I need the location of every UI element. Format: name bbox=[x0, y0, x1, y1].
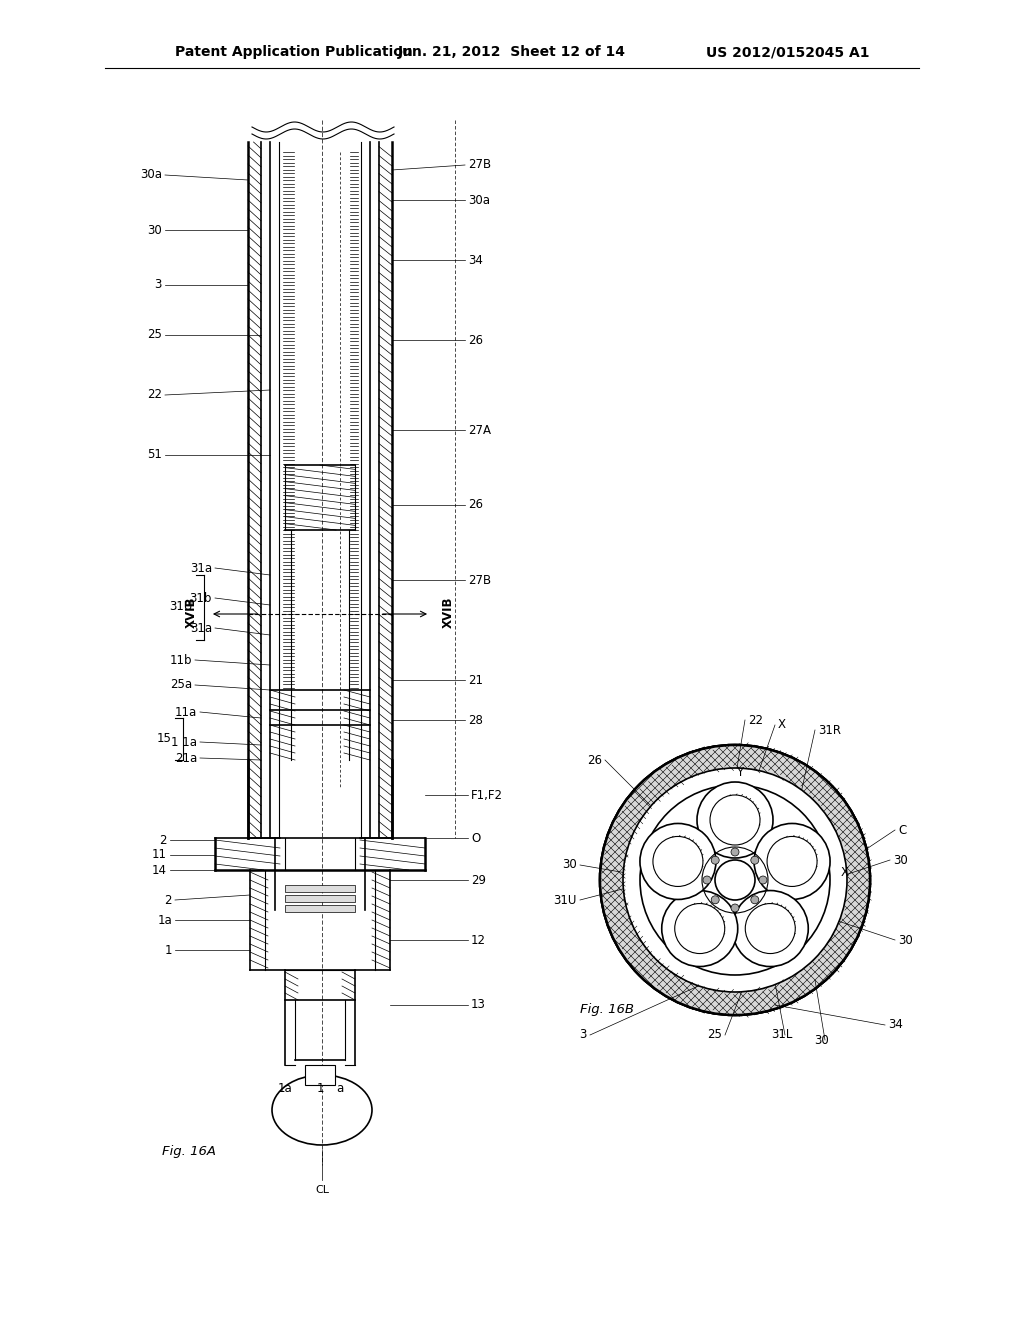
Text: Fig. 16A: Fig. 16A bbox=[162, 1146, 216, 1159]
Circle shape bbox=[751, 857, 759, 865]
Text: 1a: 1a bbox=[278, 1081, 293, 1094]
Text: X: X bbox=[841, 866, 849, 879]
Text: 31U: 31U bbox=[554, 894, 577, 907]
Text: Patent Application Publication: Patent Application Publication bbox=[175, 45, 413, 59]
Text: 29: 29 bbox=[471, 874, 486, 887]
Text: 31R: 31R bbox=[818, 723, 841, 737]
Circle shape bbox=[732, 891, 808, 966]
Text: 27B: 27B bbox=[468, 573, 492, 586]
Text: 21: 21 bbox=[468, 673, 483, 686]
Text: 34: 34 bbox=[888, 1019, 903, 1031]
Text: 14: 14 bbox=[152, 863, 167, 876]
Text: 30: 30 bbox=[147, 223, 162, 236]
Text: 11a: 11a bbox=[175, 705, 197, 718]
Text: 15: 15 bbox=[157, 733, 172, 746]
Bar bbox=[305, 1065, 335, 1085]
Circle shape bbox=[662, 891, 737, 966]
Text: 25: 25 bbox=[147, 329, 162, 342]
Text: 2: 2 bbox=[160, 833, 167, 846]
Circle shape bbox=[782, 851, 802, 871]
Circle shape bbox=[710, 795, 760, 845]
Text: 26: 26 bbox=[468, 499, 483, 511]
Text: 30: 30 bbox=[898, 933, 912, 946]
Text: C: C bbox=[898, 824, 906, 837]
Text: XVIB: XVIB bbox=[185, 597, 198, 628]
Text: 2: 2 bbox=[165, 894, 172, 907]
Text: 51: 51 bbox=[147, 449, 162, 462]
Circle shape bbox=[668, 851, 688, 871]
Circle shape bbox=[712, 857, 719, 865]
Text: 34: 34 bbox=[468, 253, 483, 267]
Circle shape bbox=[703, 876, 711, 884]
Text: 1 1a: 1 1a bbox=[171, 735, 197, 748]
Text: US 2012/0152045 A1: US 2012/0152045 A1 bbox=[707, 45, 870, 59]
Circle shape bbox=[675, 904, 725, 953]
Text: 30a: 30a bbox=[468, 194, 490, 206]
Text: Jun. 21, 2012  Sheet 12 of 14: Jun. 21, 2012 Sheet 12 of 14 bbox=[398, 45, 626, 59]
Bar bbox=[285, 906, 355, 912]
Text: XVIB: XVIB bbox=[442, 597, 455, 628]
Text: 26: 26 bbox=[587, 754, 602, 767]
Circle shape bbox=[623, 768, 847, 993]
Text: Fig. 16B: Fig. 16B bbox=[580, 1003, 634, 1016]
Text: Y: Y bbox=[736, 767, 743, 780]
Text: 30a: 30a bbox=[140, 169, 162, 181]
Circle shape bbox=[725, 810, 745, 830]
Text: 22: 22 bbox=[748, 714, 763, 726]
Text: 31b: 31b bbox=[189, 591, 212, 605]
Text: 21a: 21a bbox=[175, 751, 197, 764]
Text: 27A: 27A bbox=[468, 424, 490, 437]
Text: X: X bbox=[778, 718, 786, 731]
Circle shape bbox=[745, 904, 796, 953]
Circle shape bbox=[712, 896, 719, 904]
Circle shape bbox=[767, 837, 817, 887]
Circle shape bbox=[640, 824, 716, 899]
Circle shape bbox=[754, 824, 830, 899]
Text: 31U: 31U bbox=[170, 601, 193, 614]
Text: 1a: 1a bbox=[158, 913, 172, 927]
Circle shape bbox=[715, 861, 755, 900]
Text: 11: 11 bbox=[152, 849, 167, 862]
Text: 3: 3 bbox=[580, 1028, 587, 1041]
Text: 30: 30 bbox=[562, 858, 577, 871]
Text: 26: 26 bbox=[468, 334, 483, 346]
Text: F1,F2: F1,F2 bbox=[471, 788, 503, 801]
Text: 31a: 31a bbox=[189, 561, 212, 574]
Circle shape bbox=[653, 837, 702, 887]
Circle shape bbox=[600, 744, 870, 1015]
Text: CL: CL bbox=[315, 1185, 329, 1195]
Circle shape bbox=[731, 847, 739, 855]
Text: 25: 25 bbox=[708, 1028, 722, 1041]
Text: 25a: 25a bbox=[170, 678, 193, 692]
Circle shape bbox=[690, 919, 710, 939]
Text: 22: 22 bbox=[147, 388, 162, 401]
Circle shape bbox=[600, 744, 870, 1015]
Circle shape bbox=[640, 785, 830, 975]
Text: 30: 30 bbox=[893, 854, 907, 866]
Text: 27B: 27B bbox=[468, 158, 492, 172]
Circle shape bbox=[751, 896, 759, 904]
Text: 3: 3 bbox=[155, 279, 162, 292]
Text: 12: 12 bbox=[471, 933, 486, 946]
Text: 13: 13 bbox=[471, 998, 485, 1011]
Bar bbox=[285, 895, 355, 902]
Text: 1: 1 bbox=[165, 944, 172, 957]
Circle shape bbox=[760, 919, 780, 939]
Circle shape bbox=[697, 781, 773, 858]
Text: 11b: 11b bbox=[170, 653, 193, 667]
Text: 31a: 31a bbox=[189, 622, 212, 635]
Circle shape bbox=[759, 876, 767, 884]
Text: O: O bbox=[471, 832, 480, 845]
Text: 1: 1 bbox=[316, 1081, 324, 1094]
Text: 31L: 31L bbox=[771, 1028, 793, 1041]
Text: 28: 28 bbox=[468, 714, 483, 726]
Bar bbox=[285, 884, 355, 892]
Circle shape bbox=[731, 904, 739, 912]
Text: 30: 30 bbox=[815, 1034, 829, 1047]
Text: a: a bbox=[336, 1081, 344, 1094]
